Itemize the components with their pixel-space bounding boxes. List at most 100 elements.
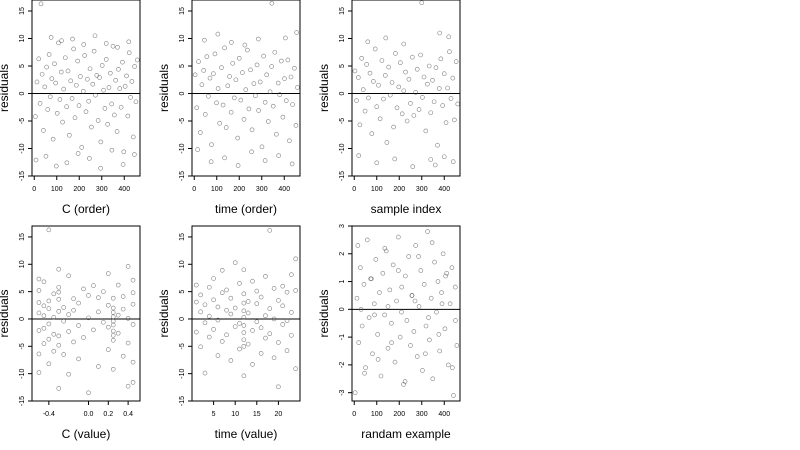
data-point bbox=[237, 321, 242, 326]
y-tick-label: 0 bbox=[179, 91, 186, 95]
data-point bbox=[49, 76, 55, 81]
data-point bbox=[125, 113, 131, 119]
data-point bbox=[269, 0, 275, 6]
y-tick-label: 15 bbox=[179, 233, 186, 241]
data-point bbox=[241, 308, 247, 314]
data-point bbox=[404, 318, 410, 323]
data-point bbox=[56, 309, 62, 314]
data-point bbox=[280, 114, 286, 120]
data-point bbox=[293, 288, 298, 293]
data-point bbox=[258, 351, 264, 356]
data-point bbox=[276, 384, 281, 390]
data-point bbox=[373, 257, 379, 262]
x-tick-label: 400 bbox=[278, 186, 290, 193]
data-point bbox=[293, 366, 298, 372]
x-tick-label: 20 bbox=[275, 411, 283, 418]
data-point bbox=[370, 351, 375, 357]
data-point bbox=[66, 273, 71, 279]
data-point bbox=[241, 315, 247, 320]
data-point bbox=[249, 149, 254, 155]
data-point bbox=[394, 105, 400, 111]
y-tick-label: 15 bbox=[19, 7, 26, 15]
data-point bbox=[125, 383, 131, 389]
data-point bbox=[237, 281, 242, 286]
data-point bbox=[277, 92, 283, 97]
data-point bbox=[86, 293, 91, 298]
data-point bbox=[51, 348, 57, 354]
data-point bbox=[50, 136, 56, 142]
data-point bbox=[220, 102, 226, 108]
data-point bbox=[206, 313, 212, 319]
data-point bbox=[110, 333, 116, 338]
data-point bbox=[235, 163, 241, 168]
data-point bbox=[232, 305, 238, 311]
x-tick-label: 10 bbox=[231, 411, 239, 418]
data-point bbox=[212, 51, 218, 57]
y-tick-label: -5 bbox=[19, 343, 26, 349]
data-point bbox=[56, 40, 61, 46]
data-point bbox=[396, 234, 401, 240]
data-point bbox=[115, 282, 121, 288]
y-tick-label: 3 bbox=[339, 224, 346, 228]
data-point bbox=[365, 39, 371, 45]
data-point bbox=[53, 80, 58, 86]
data-point bbox=[425, 229, 430, 234]
data-point bbox=[56, 296, 62, 302]
data-point bbox=[261, 53, 266, 59]
data-point bbox=[254, 319, 260, 325]
data-point bbox=[241, 330, 247, 335]
data-point bbox=[217, 120, 222, 126]
y-tick-label: -5 bbox=[179, 343, 186, 349]
data-point bbox=[211, 71, 216, 76]
data-point bbox=[51, 315, 57, 320]
data-point bbox=[284, 289, 290, 295]
data-point bbox=[54, 111, 60, 116]
data-point bbox=[130, 290, 136, 296]
data-point bbox=[36, 300, 42, 305]
data-point bbox=[230, 60, 236, 66]
data-point bbox=[232, 324, 238, 329]
data-point bbox=[382, 245, 388, 251]
data-point bbox=[71, 339, 76, 345]
y-axis-label: residuals bbox=[0, 64, 11, 112]
data-point bbox=[264, 72, 270, 78]
data-point bbox=[241, 117, 247, 122]
plot-frame bbox=[31, 225, 141, 402]
plot-frame bbox=[191, 0, 301, 177]
data-point bbox=[43, 153, 49, 159]
y-tick-label: -10 bbox=[339, 143, 346, 153]
data-point bbox=[215, 31, 221, 37]
data-point bbox=[224, 287, 229, 293]
data-point bbox=[294, 30, 299, 35]
data-point bbox=[445, 362, 451, 368]
data-point bbox=[267, 228, 273, 233]
data-point bbox=[41, 325, 47, 331]
data-point bbox=[362, 108, 368, 114]
data-point bbox=[378, 373, 384, 379]
data-point bbox=[271, 355, 277, 361]
data-point bbox=[416, 107, 422, 112]
data-point bbox=[90, 81, 96, 87]
data-point bbox=[103, 57, 109, 62]
data-point bbox=[367, 70, 373, 76]
data-point bbox=[130, 380, 136, 385]
data-point bbox=[280, 283, 286, 289]
data-point bbox=[72, 115, 78, 120]
data-point bbox=[192, 72, 198, 78]
data-point bbox=[425, 81, 430, 87]
data-point bbox=[38, 1, 44, 7]
data-point bbox=[455, 101, 461, 107]
data-point bbox=[36, 276, 42, 282]
data-point bbox=[114, 129, 120, 134]
data-point bbox=[224, 332, 229, 338]
data-point bbox=[75, 151, 81, 156]
data-point bbox=[413, 243, 418, 248]
data-point bbox=[113, 78, 118, 83]
y-tick-label: 15 bbox=[179, 7, 186, 15]
data-point bbox=[67, 133, 72, 138]
data-point bbox=[121, 149, 127, 155]
x-axis-label: C (value) bbox=[62, 427, 111, 441]
x-tick-label: 300 bbox=[96, 186, 108, 193]
data-point bbox=[392, 156, 398, 162]
y-tick-label: -15 bbox=[19, 396, 26, 406]
